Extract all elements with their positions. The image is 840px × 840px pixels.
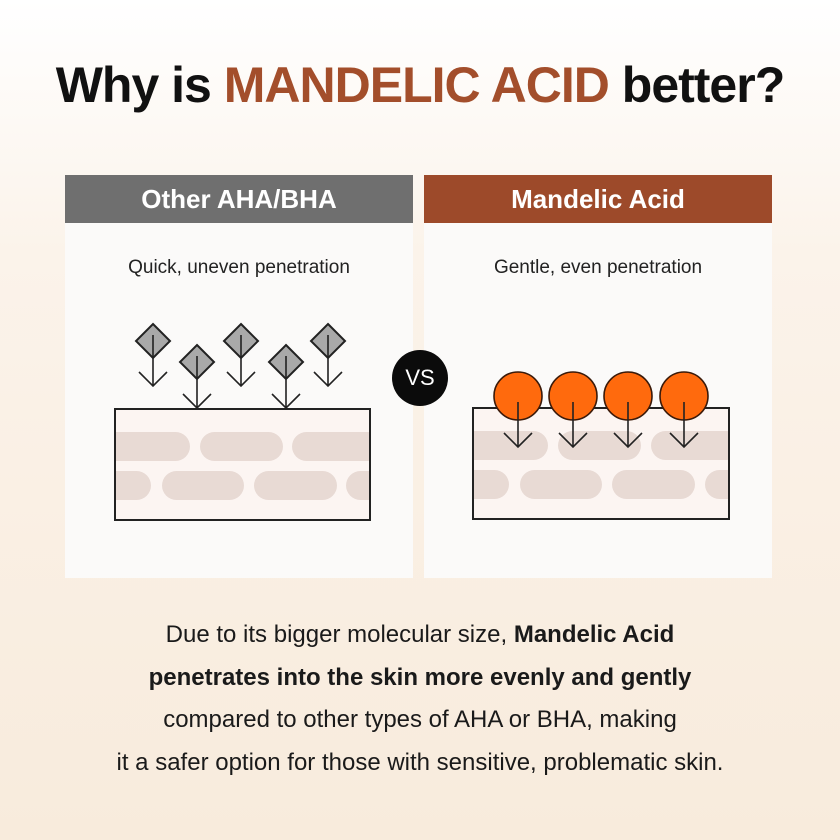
circle-molecule-icon: [603, 371, 653, 449]
title-prefix: Why is: [55, 57, 224, 113]
circle-molecule-icon: [548, 371, 598, 449]
circle-molecule-icon: [493, 371, 543, 449]
description-line-1: Due to its bigger molecular size, Mandel…: [0, 614, 840, 657]
gray-diamond-molecules: [134, 322, 347, 410]
diamond-molecule-icon: [178, 343, 216, 410]
right-panel-caption: Gentle, even penetration: [493, 257, 703, 278]
diamond-molecule-icon: [222, 322, 260, 388]
description-line-3: compared to other types of AHA or BHA, m…: [163, 706, 677, 733]
orange-circle-molecules: [493, 371, 709, 449]
arrow-down-icon: [138, 335, 168, 388]
arrow-down-icon: [226, 335, 256, 388]
description-line-1-plain: Due to its bigger molecular size,: [165, 621, 514, 648]
arrow-down-icon: [558, 402, 588, 449]
description-line-1-bold: Mandelic Acid: [513, 621, 675, 648]
description-line-2-bold: penetrates into the skin more evenly and…: [148, 663, 692, 691]
diamond-molecule-icon: [134, 322, 172, 388]
diamond-molecule-icon: [267, 343, 305, 410]
right-panel-header: Mandelic Acid: [424, 175, 772, 223]
arrow-down-icon: [271, 356, 301, 410]
description-text: Due to its bigger molecular size, Mandel…: [0, 614, 840, 784]
arrow-down-icon: [503, 402, 533, 449]
circle-molecule-icon: [659, 371, 709, 449]
title-highlight: MANDELIC ACID: [223, 57, 610, 113]
description-line-2: penetrates into the skin more evenly and…: [0, 657, 840, 700]
title-suffix: better?: [608, 57, 785, 113]
arrow-down-icon: [182, 356, 212, 410]
description-line-4: it a safer option for those with sensiti…: [116, 748, 724, 776]
arrow-down-icon: [613, 402, 643, 449]
diamond-molecule-icon: [309, 322, 347, 388]
left-panel-caption: Quick, uneven penetration: [128, 257, 350, 278]
vs-badge: VS: [392, 350, 448, 406]
arrow-down-icon: [669, 402, 699, 449]
arrow-down-icon: [313, 335, 343, 388]
left-skin-layer: [114, 408, 371, 521]
page-title: Why is MANDELIC ACID better?: [0, 56, 840, 114]
right-skin-layer: [472, 407, 730, 520]
left-panel-header: Other AHA/BHA: [65, 175, 413, 223]
